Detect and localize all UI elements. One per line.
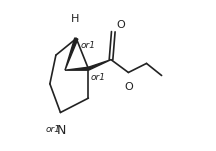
Text: O: O [116,20,125,30]
Text: or1: or1 [45,125,60,134]
Text: H: H [71,14,80,24]
Polygon shape [88,60,111,70]
Polygon shape [65,38,78,70]
Polygon shape [65,67,89,70]
Text: N: N [57,124,66,137]
Text: or1: or1 [91,72,106,82]
Text: O: O [125,82,133,92]
Text: or1: or1 [81,41,96,50]
